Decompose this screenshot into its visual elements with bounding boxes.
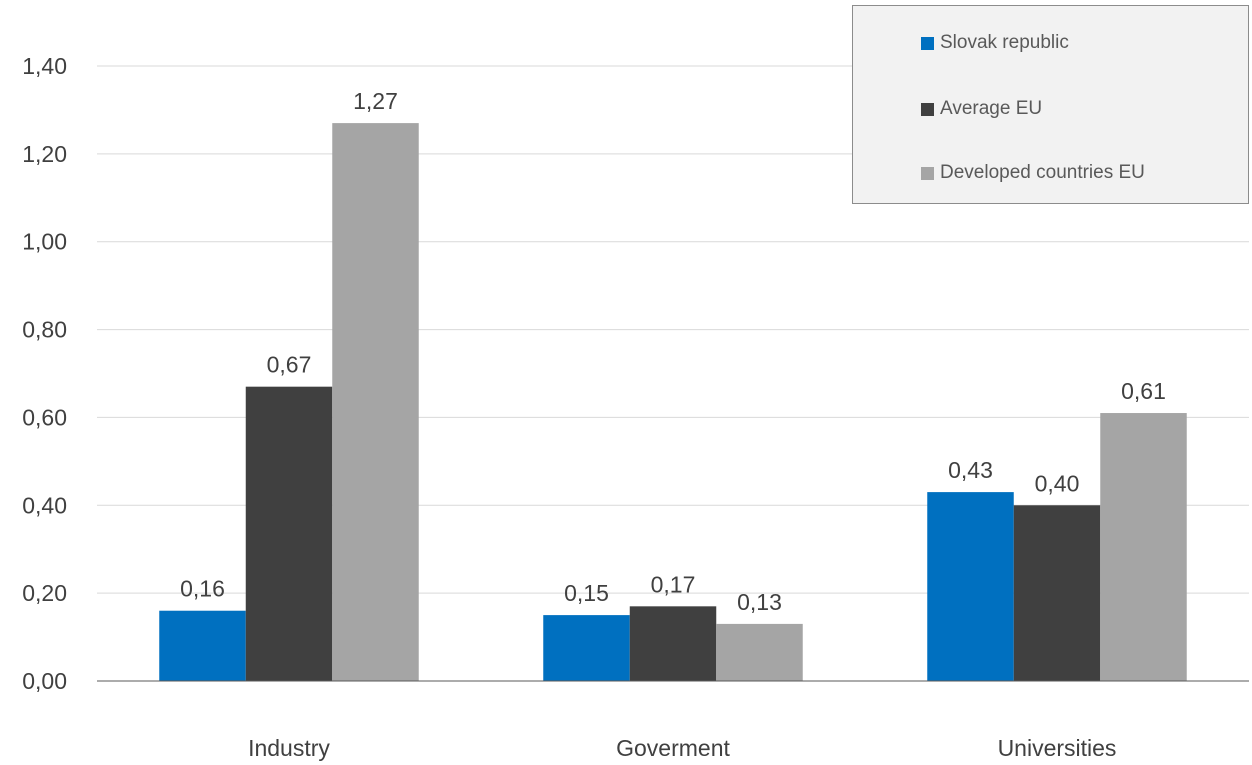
x-tick-label: Industry xyxy=(248,735,330,761)
y-tick-label: 0,20 xyxy=(22,580,67,606)
legend-swatch xyxy=(921,102,934,116)
bar xyxy=(159,610,246,681)
y-tick-label: 1,40 xyxy=(22,53,67,79)
data-label: 0,40 xyxy=(1035,470,1080,496)
legend-swatch xyxy=(921,166,934,180)
legend-label: Developed countries EU xyxy=(940,162,1145,183)
bar xyxy=(543,615,630,681)
bar xyxy=(1100,413,1187,681)
bar xyxy=(245,386,333,681)
bar xyxy=(716,623,803,681)
bar xyxy=(332,123,419,682)
legend-item-average-eu: Average EU xyxy=(921,98,1042,120)
legend-label: Slovak republic xyxy=(940,32,1069,53)
data-label: 0,16 xyxy=(180,576,225,602)
data-label: 0,13 xyxy=(737,589,782,615)
bars xyxy=(159,123,1187,682)
chart-legend: Slovak republic Average EU Developed cou… xyxy=(852,5,1249,204)
x-axis-tick-labels: Industry Goverment Universities xyxy=(248,735,1116,761)
data-label: 1,27 xyxy=(353,88,398,114)
legend-swatch xyxy=(921,36,934,50)
legend-item-slovak-republic: Slovak republic xyxy=(921,32,1069,54)
y-tick-label: 0,80 xyxy=(22,317,67,343)
data-label: 0,17 xyxy=(651,571,696,597)
data-labels: 0,16 0,67 1,27 0,15 0,17 0,13 0,43 0,40 0,61 xyxy=(180,88,1166,615)
y-tick-label: 1,20 xyxy=(22,141,67,167)
data-label: 0,15 xyxy=(564,580,609,606)
y-tick-label: 1,00 xyxy=(22,229,67,255)
y-tick-label: 0,40 xyxy=(22,492,67,518)
legend-item-developed-countries-eu: Developed countries EU xyxy=(921,162,1145,184)
data-label: 0,61 xyxy=(1121,378,1166,404)
y-tick-label: 0,00 xyxy=(22,668,67,694)
bar xyxy=(927,492,1014,681)
x-tick-label: Universities xyxy=(998,735,1117,761)
x-tick-label: Goverment xyxy=(616,735,730,761)
bar xyxy=(629,606,717,681)
bar xyxy=(1013,505,1101,681)
data-label: 0,67 xyxy=(267,352,312,378)
legend-label: Average EU xyxy=(940,98,1043,119)
data-label: 0,43 xyxy=(948,457,993,483)
y-axis-tick-labels: 0,00 0,20 0,40 0,60 0,80 1,00 1,20 1,40 xyxy=(22,53,67,694)
y-tick-label: 0,60 xyxy=(22,404,67,430)
